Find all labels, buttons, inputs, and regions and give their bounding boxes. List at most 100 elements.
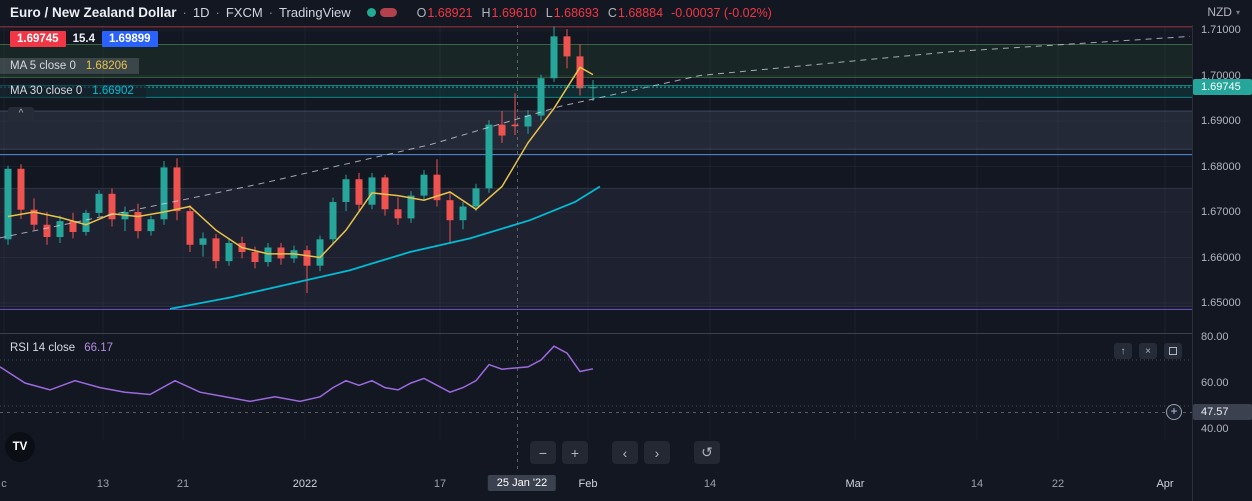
- open-value: O1.68921: [416, 5, 473, 20]
- separator-dot: ·: [182, 5, 187, 20]
- price-tick-label: 1.66000: [1201, 251, 1241, 264]
- quote-row: 1.69745 15.4 1.69899: [10, 31, 158, 47]
- axis-corner: [1192, 470, 1252, 501]
- pivot-band: [0, 85, 1192, 98]
- zoom-out-button[interactable]: −: [530, 441, 556, 464]
- rsi-pane[interactable]: RSI 14 close 66.17 ↑ ×: [0, 333, 1192, 440]
- price-tick-label: 1.69000: [1201, 115, 1241, 127]
- time-tick-label: 14: [703, 478, 717, 490]
- currency-dropdown[interactable]: NZD ▾: [1207, 5, 1240, 19]
- crosshair-horizontal-line: [0, 412, 1192, 413]
- chevron-up-icon: ^: [18, 108, 24, 119]
- minus-icon: −: [538, 444, 548, 461]
- demand-zone: [0, 188, 1192, 307]
- time-tick-label: 2022: [292, 478, 318, 490]
- tradingview-logo[interactable]: TV: [5, 432, 35, 462]
- supply-zone: [0, 44, 1192, 78]
- chart-nav-toolbar: − + ‹ › ↺: [530, 441, 720, 464]
- sell-marker-icon[interactable]: [379, 8, 397, 17]
- move-pane-up-button[interactable]: ↑: [1114, 343, 1132, 359]
- crosshair-vertical-line: [517, 25, 518, 470]
- currency-label: NZD: [1207, 5, 1232, 19]
- ma5-title: MA 5 close 0: [10, 60, 76, 72]
- rsi-crosshair-tag: 47.57: [1193, 403, 1252, 420]
- time-tick-label: 17: [433, 478, 447, 490]
- buy-marker-icon[interactable]: [366, 8, 376, 17]
- ma5-value: 1.68206: [85, 60, 128, 72]
- reset-icon: ↺: [701, 444, 713, 460]
- zoom-group: − +: [530, 441, 588, 464]
- candles-series: [4, 26, 597, 293]
- scroll-left-button[interactable]: ‹: [612, 441, 638, 464]
- maximize-pane-button[interactable]: [1164, 343, 1182, 359]
- time-tick-label: c: [1, 478, 7, 490]
- separator-dot: ·: [215, 5, 220, 20]
- chevron-down-icon: ▾: [1235, 7, 1240, 17]
- exchange-label: FXCM: [225, 5, 263, 20]
- price-chart-svg[interactable]: [0, 25, 1192, 333]
- price-tick-label: 1.68000: [1201, 160, 1241, 173]
- rsi-pane-controls: ↑ ×: [1114, 343, 1182, 359]
- sell-price-button[interactable]: 1.69745: [10, 31, 66, 47]
- price-tick-label: 1.70000: [1201, 69, 1241, 82]
- separator-dot: ·: [268, 5, 274, 20]
- pane-separator[interactable]: [0, 333, 1252, 334]
- buy-price-button[interactable]: 1.69899: [101, 31, 158, 47]
- ma30-title: MA 30 close 0: [10, 85, 83, 97]
- rsi-line: [0, 345, 594, 403]
- mid-zone: [0, 110, 1192, 150]
- add-alert-plus-icon[interactable]: +: [1166, 404, 1182, 420]
- price-axis[interactable]: 1.71000 1.70000 1.69000 1.68000 1.67000 1.660…: [1192, 24, 1252, 470]
- ma-5-line: [7, 66, 594, 259]
- close-pane-button[interactable]: ×: [1139, 343, 1157, 359]
- rsi-chart-svg[interactable]: [0, 333, 1192, 440]
- spread-value: 15.4: [72, 33, 95, 45]
- plus-icon: +: [570, 444, 580, 461]
- change-value: -0.00037 (-0.02%): [671, 5, 772, 20]
- ma-30-line: [169, 185, 601, 310]
- time-tick-label: 22: [1051, 478, 1065, 490]
- chevron-left-icon: ‹: [622, 444, 628, 461]
- scroll-right-button[interactable]: ›: [644, 441, 670, 464]
- rsi-tick-label: 60.00: [1201, 377, 1229, 389]
- rsi-tick-label: 40.00: [1201, 423, 1229, 435]
- symbol-title[interactable]: Euro / New Zealand Dollar: [10, 5, 177, 20]
- close-value: C1.68884: [607, 5, 664, 20]
- zoom-in-button[interactable]: +: [562, 441, 588, 464]
- rsi-tick-label: 80.00: [1201, 331, 1229, 343]
- indicator-legend-rsi[interactable]: RSI 14 close 66.17: [10, 342, 113, 354]
- time-tick-label: Mar: [845, 478, 865, 490]
- rsi-title: RSI 14 close: [10, 342, 76, 354]
- legend-collapse-button[interactable]: ^: [8, 107, 34, 122]
- low-value: L1.68693: [545, 5, 599, 20]
- scroll-group: ‹ ›: [612, 441, 670, 464]
- time-axis[interactable]: c 13 21 2022 17 Feb 14 Mar 14 22 Apr 25 Jan '22: [0, 470, 1192, 501]
- maximize-icon: [1169, 347, 1177, 355]
- high-value: H1.69610: [481, 5, 537, 20]
- last-price-tag: 1.69745: [1193, 79, 1252, 96]
- rsi-value: 66.17: [84, 342, 113, 354]
- main-chart-pane[interactable]: 1.69745 15.4 1.69899 MA 5 close 0 1.6820…: [0, 25, 1192, 333]
- indicator-legend-ma30[interactable]: MA 30 close 0 1.66902: [0, 83, 146, 99]
- ohlc-readout: O1.68921 H1.69610 L1.68693 C1.68884: [417, 6, 664, 20]
- reset-group: ↺: [694, 441, 720, 464]
- time-crosshair-tag: 25 Jan '22: [487, 475, 557, 491]
- time-tick-label: 21: [176, 478, 190, 490]
- close-icon: ×: [1145, 345, 1151, 357]
- time-tick-label: 14: [970, 478, 984, 490]
- time-tick-label: Feb: [578, 478, 598, 490]
- symbol-info-bar: Euro / New Zealand Dollar · 1D · FXCM · …: [0, 0, 1192, 25]
- time-tick-label: Apr: [1156, 478, 1174, 490]
- arrow-up-icon: ↑: [1120, 345, 1126, 357]
- trendline-dashed: [0, 35, 1191, 239]
- price-tick-label: 1.67000: [1201, 206, 1241, 218]
- reset-chart-button[interactable]: ↺: [694, 441, 720, 464]
- price-tick-label: 1.71000: [1201, 24, 1241, 36]
- price-tick-label: 1.65000: [1201, 297, 1241, 309]
- chevron-right-icon: ›: [654, 444, 660, 461]
- brand-label: TradingView: [279, 5, 351, 20]
- interval-label[interactable]: 1D: [192, 5, 210, 20]
- indicator-legend-ma5[interactable]: MA 5 close 0 1.68206: [0, 58, 140, 74]
- time-tick-label: 13: [96, 478, 110, 490]
